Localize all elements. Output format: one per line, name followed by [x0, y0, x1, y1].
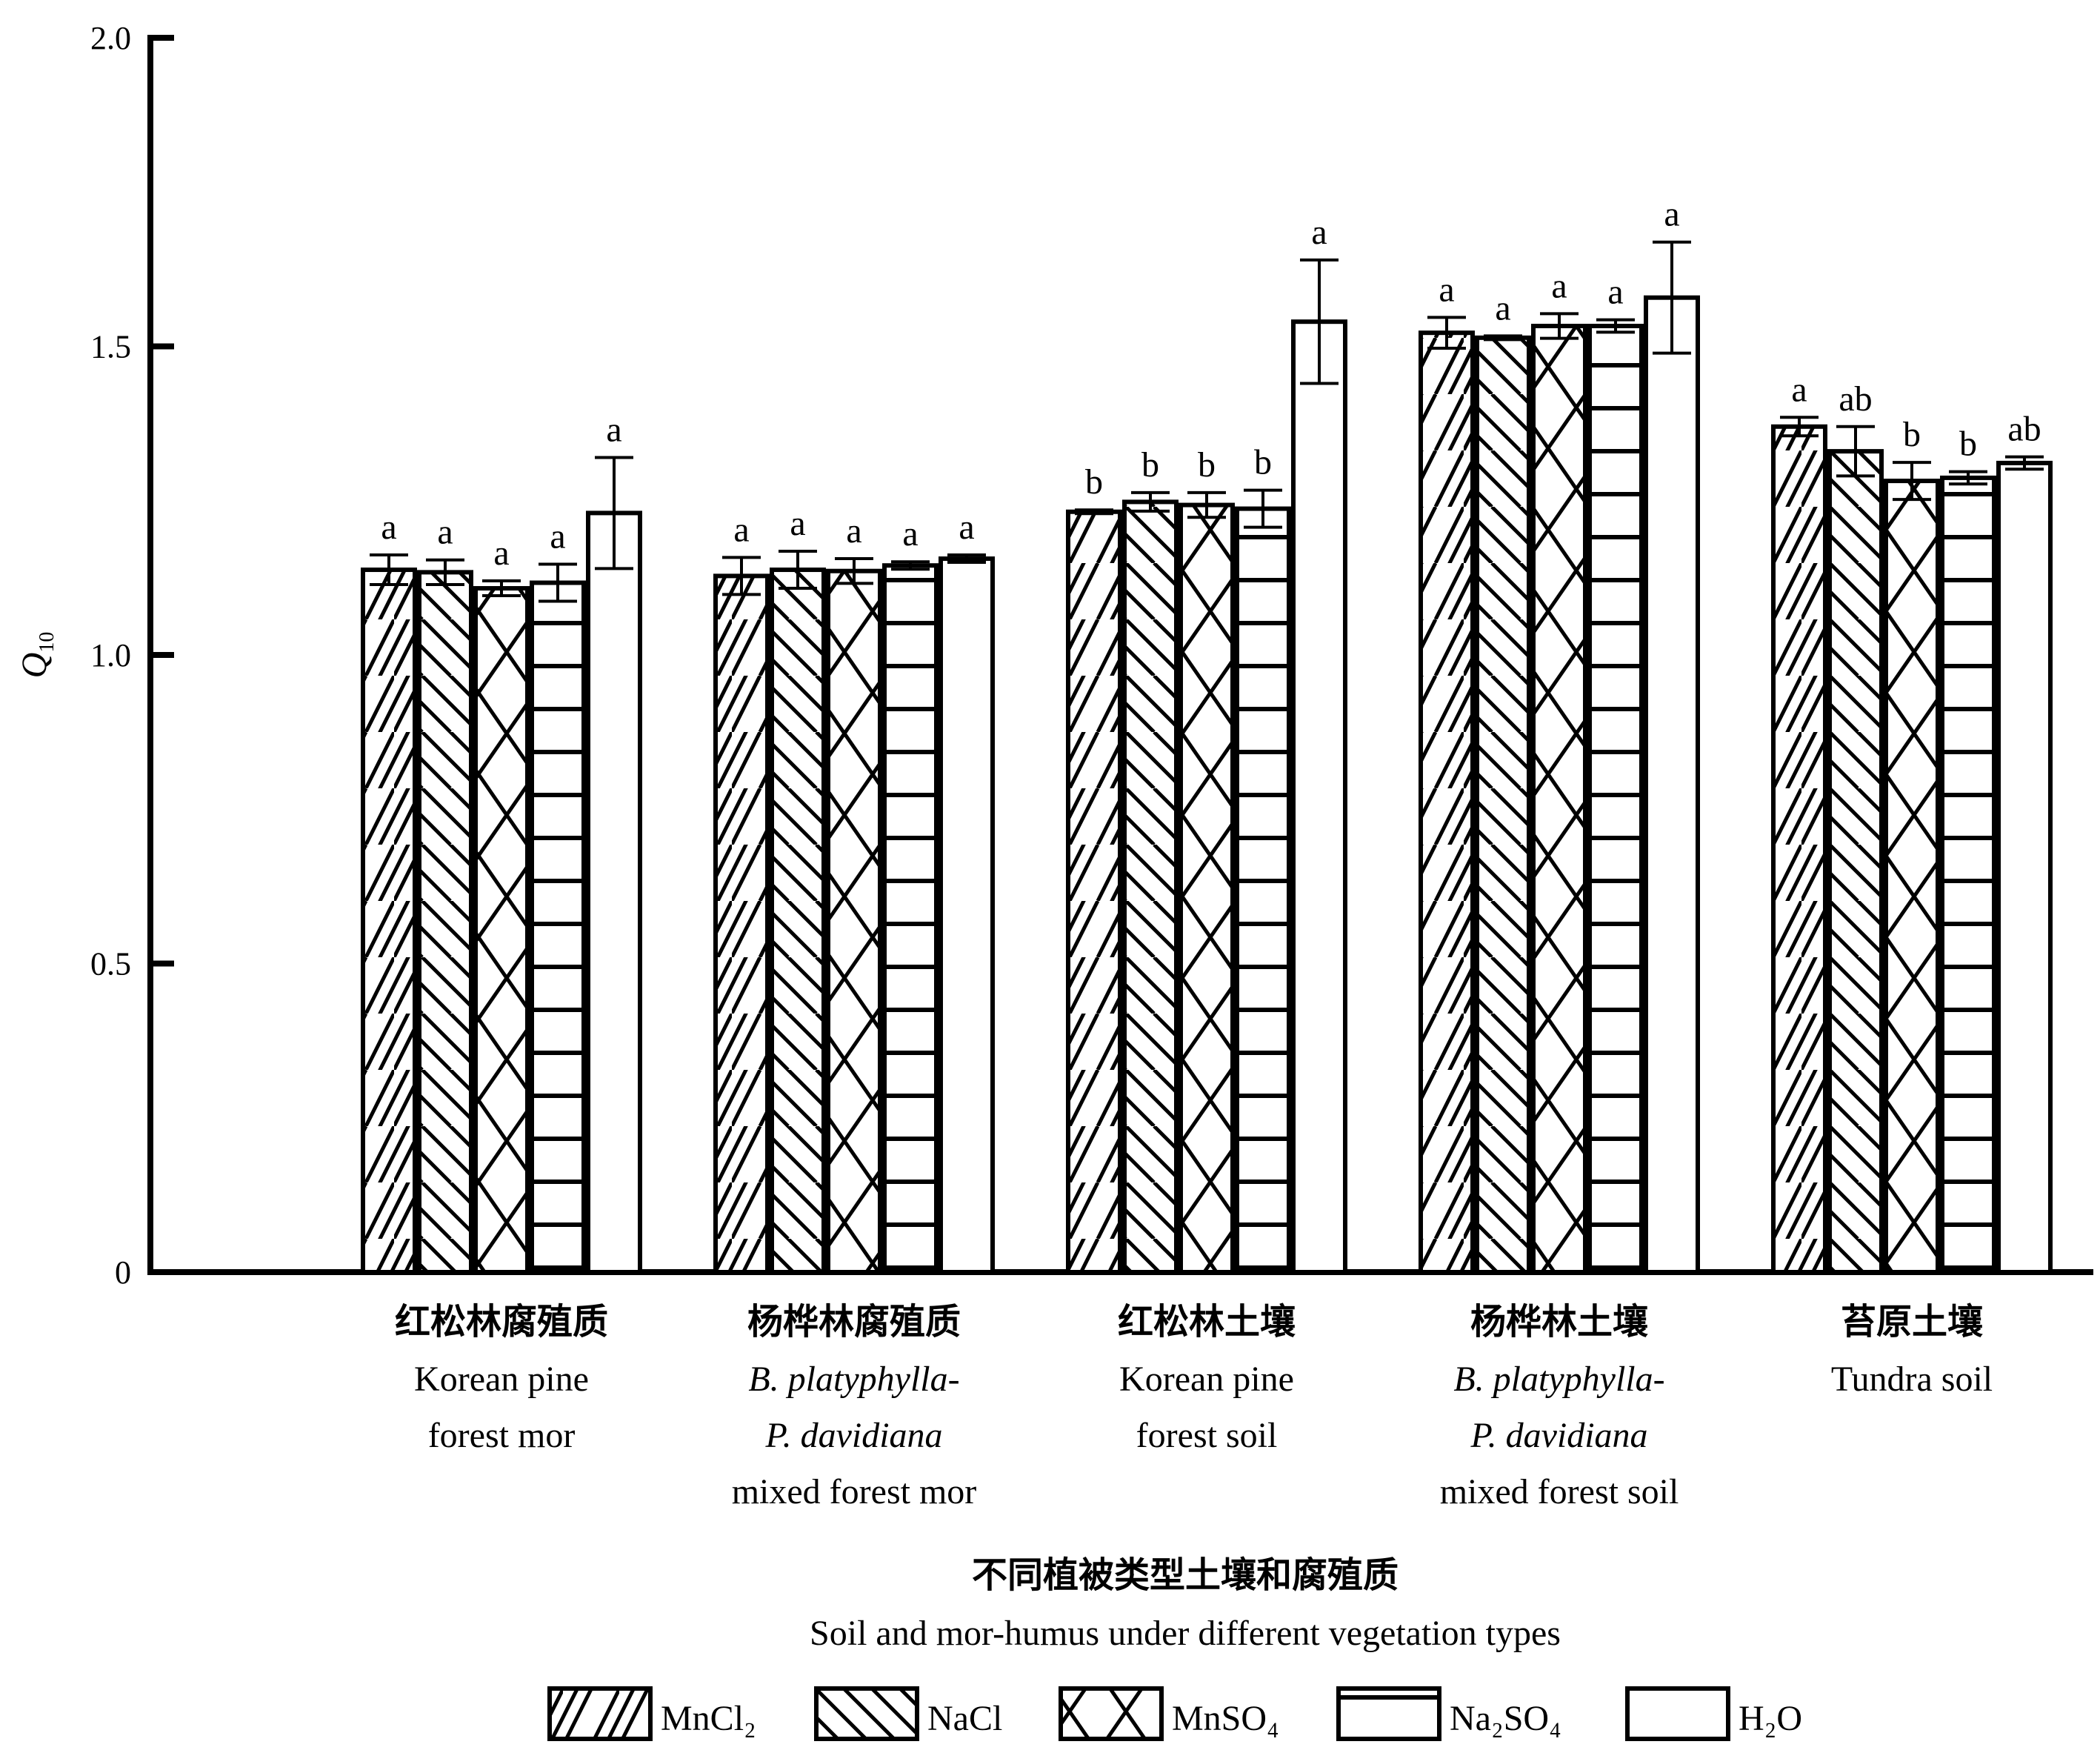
y-axis-title-sub: 10 — [36, 632, 59, 653]
bar — [1771, 424, 1827, 1274]
bar — [417, 570, 473, 1274]
significance-letter: a — [1551, 266, 1567, 305]
category-label-en: B. platyphylla- — [748, 1360, 959, 1399]
category-label-en: mixed forest mor — [732, 1472, 977, 1511]
y-tick-label: 1.5 — [90, 329, 131, 365]
bar — [1235, 506, 1291, 1274]
bar — [1884, 479, 1940, 1274]
significance-letter: a — [1791, 370, 1807, 409]
category-label-en: P. davidiana — [1470, 1416, 1647, 1455]
y-axis-title-main: Q — [15, 653, 54, 679]
legend-swatch-cross — [1059, 1686, 1164, 1741]
x-axis-title-cn: 不同植被类型土壤和腐殖质 — [972, 1556, 1399, 1595]
bar — [882, 563, 939, 1274]
bar — [770, 568, 826, 1274]
bar — [1475, 335, 1531, 1274]
legend-label: MnSO₄ — [1172, 1699, 1279, 1738]
y-axis-title: Q10 — [15, 632, 59, 679]
significance-letter: a — [381, 508, 396, 547]
category-label-en: Korean pine — [414, 1360, 589, 1399]
significance-letter: b — [1903, 415, 1921, 454]
category-label-cn: 红松林土壤 — [1118, 1302, 1296, 1342]
legend-swatch-fwd — [547, 1686, 653, 1741]
bar — [713, 573, 770, 1274]
y-tick-label: 0.5 — [90, 946, 131, 982]
bar — [939, 556, 995, 1274]
significance-letter: a — [493, 533, 509, 573]
bar — [1122, 499, 1179, 1274]
bar — [1644, 295, 1700, 1274]
legend-label: NaCl — [927, 1699, 1002, 1738]
bar — [1940, 475, 1996, 1275]
significance-letter: b — [1141, 445, 1159, 485]
legend-swatch-back — [814, 1686, 919, 1741]
x-axis-title-en: Soil and mor-humus under different veget… — [810, 1614, 1561, 1653]
significance-letter: b — [1085, 462, 1103, 502]
significance-letter: a — [1664, 195, 1679, 234]
category-label-en: Tundra soil — [1831, 1360, 1993, 1399]
bar — [586, 510, 642, 1274]
significance-letter: b — [1959, 425, 1977, 464]
significance-letter: ab — [2007, 410, 2041, 449]
significance-letter: a — [790, 504, 805, 543]
bar — [1531, 324, 1587, 1274]
bar — [1419, 330, 1475, 1275]
bar — [1179, 502, 1235, 1274]
significance-letter: a — [846, 511, 861, 550]
bar — [826, 568, 882, 1274]
legend-swatch-horiz — [1336, 1686, 1441, 1741]
bar — [361, 568, 417, 1274]
bar — [1066, 509, 1122, 1274]
legend: MnCl₂ NaCl MnSO₄ Na₂SO₄ H₂O — [547, 1686, 1802, 1741]
significance-letter: a — [606, 410, 621, 449]
significance-letter: b — [1254, 443, 1272, 482]
bars: a aa aaa a a a ab b b baa aa aaa abb b ab — [361, 195, 2053, 1275]
significance-letter: b — [1198, 445, 1216, 485]
significance-letter: a — [1439, 270, 1454, 309]
legend-label: MnCl₂ — [661, 1699, 756, 1738]
bar — [1827, 449, 1884, 1274]
legend-swatch-none — [1625, 1686, 1730, 1741]
category-label-cn: 苔原土壤 — [1841, 1302, 1983, 1342]
bar — [1996, 460, 2053, 1274]
y-tick-label: 1.0 — [90, 637, 131, 673]
legend-label: H₂O — [1739, 1699, 1802, 1738]
x-tick-labels: 红松林腐殖质 Korean pine forest mor 杨桦林腐殖质 B. plat… — [395, 1302, 1993, 1511]
significance-letter: a — [959, 508, 974, 547]
category-label-en: P. davidiana — [764, 1416, 942, 1455]
legend-label: Na₂SO₄ — [1450, 1699, 1561, 1738]
y-tick-label: 2.0 — [90, 20, 131, 56]
category-label-en: forest soil — [1136, 1416, 1278, 1455]
significance-letter: a — [1495, 288, 1510, 327]
bar — [473, 586, 530, 1274]
significance-letter: a — [733, 510, 749, 549]
significance-letter: a — [437, 513, 453, 552]
category-label-cn: 红松林腐殖质 — [395, 1302, 608, 1342]
category-label-en: B. platyphylla- — [1453, 1360, 1664, 1399]
significance-letter: ab — [1839, 379, 1872, 419]
category-label-en: forest mor — [428, 1416, 576, 1455]
bar — [1291, 319, 1347, 1274]
category-label-cn: 杨桦林腐殖质 — [747, 1302, 961, 1342]
significance-letter: a — [550, 517, 565, 556]
svg-text:Q10: Q10 — [15, 632, 59, 679]
bar — [530, 580, 586, 1274]
bar — [1587, 324, 1644, 1274]
significance-letter: a — [1607, 273, 1623, 312]
significance-letter: a — [1311, 213, 1327, 252]
category-label-en: mixed forest soil — [1440, 1472, 1679, 1511]
category-label-cn: 杨桦林土壤 — [1470, 1302, 1648, 1342]
y-tick-label: 0 — [115, 1254, 131, 1291]
category-label-en: Korean pine — [1119, 1360, 1294, 1399]
significance-letter: a — [902, 514, 918, 553]
